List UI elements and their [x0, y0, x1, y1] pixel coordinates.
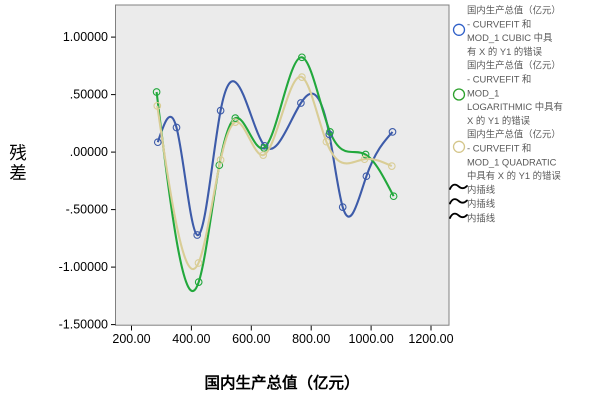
svg-text:内插线: 内插线 [467, 212, 496, 223]
svg-text:有 X 的 Y1 的错误: 有 X 的 Y1 的错误 [467, 46, 543, 57]
svg-text:LOGARITHMIC 中具有: LOGARITHMIC 中具有 [467, 101, 563, 112]
svg-text:1.00000: 1.00000 [63, 30, 108, 44]
svg-text:MOD_1 CUBIC 中具: MOD_1 CUBIC 中具 [467, 32, 552, 43]
svg-text:差: 差 [9, 163, 27, 183]
svg-text:国内生产总值（亿元）: 国内生产总值（亿元） [467, 60, 561, 71]
svg-text:X 的 Y1 的错误: X 的 Y1 的错误 [467, 115, 531, 126]
svg-text:.00000: .00000 [70, 145, 108, 159]
svg-text:国内生产总值（亿元）: 国内生产总值（亿元） [467, 129, 561, 140]
svg-text:- CURVEFIT 和: - CURVEFIT 和 [467, 19, 531, 30]
svg-text:.50000: .50000 [70, 88, 108, 102]
svg-text:1000.00: 1000.00 [349, 332, 394, 346]
svg-text:内插线: 内插线 [467, 198, 496, 209]
svg-text:800.00: 800.00 [292, 332, 330, 346]
svg-text:- CURVEFIT 和: - CURVEFIT 和 [467, 74, 531, 85]
svg-text:国内生产总值（亿元）: 国内生产总值（亿元） [467, 5, 561, 16]
svg-text:-.50000: -.50000 [66, 203, 108, 217]
svg-text:MOD_1: MOD_1 [467, 87, 499, 98]
svg-text:-1.00000: -1.00000 [59, 260, 108, 274]
svg-text:残: 残 [9, 143, 27, 163]
svg-text:MOD_1 QUADRATIC: MOD_1 QUADRATIC [467, 156, 557, 167]
svg-text:600.00: 600.00 [232, 332, 270, 346]
svg-text:-1.50000: -1.50000 [59, 318, 108, 332]
svg-text:400.00: 400.00 [172, 332, 210, 346]
svg-text:国内生产总值（亿元）: 国内生产总值（亿元） [204, 373, 359, 392]
svg-text:200.00: 200.00 [112, 332, 150, 346]
svg-text:内插线: 内插线 [467, 184, 496, 195]
svg-text:中具有 X 的 Y1 的错误: 中具有 X 的 Y1 的错误 [467, 170, 561, 181]
svg-text:1200.00: 1200.00 [408, 332, 453, 346]
svg-text:- CURVEFIT 和: - CURVEFIT 和 [467, 143, 531, 154]
